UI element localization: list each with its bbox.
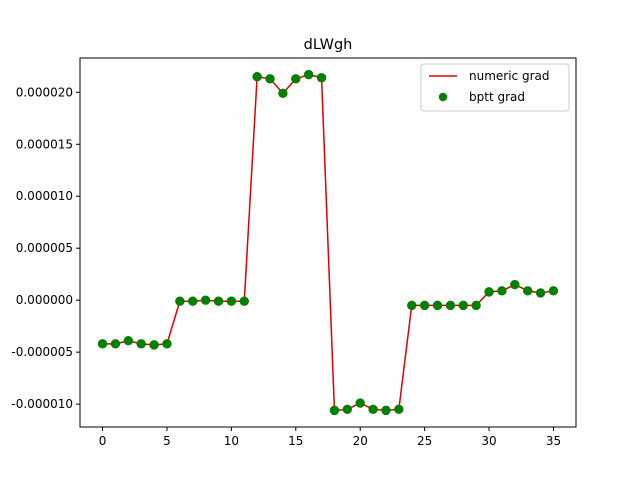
data-point-bptt-grad: [381, 405, 391, 416]
data-point-bptt-grad: [445, 300, 456, 311]
y-tick-label: -0.000010: [11, 397, 73, 411]
data-point-bptt-grad: [355, 398, 365, 408]
legend-box: [420, 63, 570, 112]
data-point-bptt-grad: [226, 296, 237, 306]
x-tick-label: 30: [481, 434, 496, 448]
data-point-bptt-grad: [123, 336, 134, 346]
data-point-bptt-grad: [471, 300, 481, 311]
x-tick-label: 20: [353, 434, 368, 448]
y-tick-label: -0.000005: [11, 345, 73, 359]
plot-area: 0 5 10 15 20 25 30 35 -0.000010 -0.000005 0.000000…: [11, 57, 577, 448]
x-tick-label: 5: [163, 434, 171, 448]
data-point-bptt-grad: [510, 279, 520, 290]
data-point-bptt-grad: [342, 404, 353, 415]
data-point-bptt-grad: [200, 295, 211, 305]
data-point-bptt-grad: [432, 300, 443, 311]
legend-label-bptt-grad: bptt grad: [469, 90, 525, 104]
data-point-bptt-grad: [175, 296, 185, 306]
legend-marker-swatch: [438, 92, 448, 102]
data-point-bptt-grad: [548, 286, 559, 296]
y-tick-label: 0.000000: [16, 293, 73, 307]
x-tick-label: 0: [99, 434, 107, 448]
y-tick-label: 0.000015: [16, 137, 73, 151]
x-tick-label: 10: [224, 434, 239, 448]
data-point-bptt-grad: [497, 286, 507, 296]
data-point-bptt-grad: [316, 73, 327, 83]
data-point-bptt-grad: [239, 296, 249, 306]
data-point-bptt-grad: [522, 286, 533, 296]
x-tick-label: 35: [546, 434, 561, 448]
data-point-bptt-grad: [484, 287, 494, 297]
data-point-bptt-grad: [303, 69, 314, 80]
data-point-bptt-grad: [149, 340, 159, 350]
legend: numeric grad bptt grad: [420, 63, 570, 112]
data-point-bptt-grad: [535, 288, 546, 298]
data-point-bptt-grad: [394, 404, 404, 415]
data-point-bptt-grad: [213, 296, 224, 306]
legend-label-numeric-grad: numeric grad: [469, 69, 549, 83]
x-tick-label: 25: [417, 434, 432, 448]
data-point-bptt-grad: [265, 74, 275, 84]
data-point-bptt-grad: [329, 405, 340, 416]
chart-title: dLWgh: [304, 37, 353, 53]
data-point-bptt-grad: [278, 88, 288, 99]
y-tick-label: 0.000005: [16, 241, 73, 255]
x-tick-label: 15: [288, 434, 303, 448]
y-tick-label: 0.000010: [16, 189, 73, 203]
y-tick-label: 0.000020: [16, 85, 73, 99]
data-point-bptt-grad: [188, 296, 198, 306]
data-point-bptt-grad: [252, 72, 262, 82]
data-point-bptt-grad: [458, 300, 468, 311]
data-point-bptt-grad: [407, 300, 417, 311]
axes-frame: [79, 57, 577, 428]
data-point-bptt-grad: [136, 339, 146, 349]
data-point-bptt-grad: [368, 404, 378, 415]
data-point-bptt-grad: [97, 339, 108, 349]
data-point-bptt-grad: [419, 300, 430, 311]
data-point-bptt-grad: [162, 339, 172, 349]
data-point-bptt-grad: [291, 74, 301, 84]
data-point-bptt-grad: [110, 339, 121, 349]
